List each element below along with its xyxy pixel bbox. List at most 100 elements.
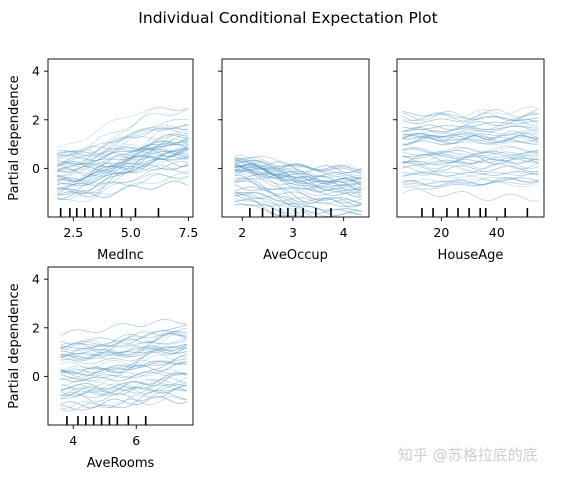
ice-line (57, 125, 189, 169)
ice-line (57, 146, 189, 161)
ice-line (60, 346, 187, 357)
ice-line (402, 134, 539, 146)
ice-line (234, 154, 362, 182)
ice-line (57, 137, 189, 182)
ice-line (60, 350, 187, 365)
ice-line (234, 165, 362, 187)
subplot-medinc: 0 2 4 2.5 5.0 7.5 MedInc Partial dependence (7, 58, 198, 263)
ice-line (402, 188, 539, 202)
axes-frame (396, 58, 545, 218)
ice-line (60, 385, 187, 397)
axes-frame (47, 58, 194, 218)
x-axis-label: HouseAge (438, 248, 504, 263)
ice-line (234, 178, 362, 215)
ice-line (60, 328, 187, 346)
x-tick-label: 40 (489, 225, 505, 240)
ice-line (60, 360, 187, 376)
ice-line (402, 130, 539, 135)
ice-line (60, 396, 187, 409)
x-tick-label: 5.0 (121, 225, 141, 240)
ice-line (234, 158, 362, 187)
ice-line (60, 349, 187, 376)
ice-line (234, 164, 362, 196)
ice-line (402, 178, 539, 187)
ice-line (60, 344, 187, 360)
ice-line (57, 148, 189, 172)
ice-line (234, 165, 362, 191)
ice-line (402, 145, 539, 154)
ice-line (60, 340, 187, 352)
ice-line (60, 371, 187, 380)
ice-line (57, 145, 189, 194)
ice-line (57, 141, 189, 157)
x-tick-label: 4 (340, 225, 348, 240)
ice-line (60, 324, 187, 349)
ice-line (402, 148, 539, 157)
ice-line (402, 158, 539, 165)
ice-line (57, 151, 189, 196)
ice-line (57, 147, 189, 182)
ice-curves (234, 154, 362, 217)
ice-line (60, 373, 187, 397)
ice-line (60, 354, 187, 383)
ice-line (57, 152, 189, 185)
ice-line (234, 180, 362, 207)
ice-line (234, 197, 362, 217)
watermark-text: 知乎 @苏格拉底的底 (398, 446, 538, 464)
ice-line (234, 200, 308, 217)
ice-line (60, 384, 187, 399)
ice-line (402, 157, 539, 165)
ice-line (60, 330, 187, 346)
ice-line (402, 132, 539, 140)
ice-line (234, 171, 362, 198)
ice-line (57, 151, 189, 171)
ice-line (60, 332, 187, 358)
ice-line (60, 344, 187, 359)
ice-line (57, 172, 189, 200)
ice-line (234, 165, 362, 195)
ice-line (402, 172, 539, 176)
ice-line (234, 191, 362, 212)
ice-line (234, 164, 362, 178)
x-axis-label: AveRooms (87, 456, 155, 471)
ice-line (57, 108, 189, 152)
ice-line (402, 133, 539, 139)
ice-line (57, 164, 189, 183)
ice-line (57, 155, 189, 191)
ice-curves (60, 319, 187, 412)
ice-line (402, 114, 539, 124)
ice-line (402, 171, 539, 177)
ice-line (57, 128, 189, 169)
ice-curves (57, 106, 189, 203)
ice-line (57, 150, 189, 166)
ice-line (402, 135, 539, 145)
ice-line (402, 160, 539, 170)
ice-line (234, 168, 362, 181)
subplot-houseage: 20 40 HouseAge (393, 58, 545, 263)
ice-line (234, 199, 296, 217)
ice-line (57, 125, 189, 158)
ice-line (402, 177, 539, 183)
ice-line (60, 384, 187, 397)
ice-line (57, 141, 189, 177)
ice-line (402, 177, 539, 187)
ice-line (402, 108, 539, 121)
ice-line (234, 160, 362, 174)
ice-line (60, 361, 187, 370)
ice-line (402, 135, 539, 141)
ice-line (60, 388, 187, 412)
x-tick-label: 3 (289, 225, 297, 240)
ice-line (60, 371, 187, 382)
x-axis-label: AveOccup (263, 248, 328, 263)
ice-line (402, 179, 539, 187)
ice-line (402, 119, 539, 134)
ice-line (60, 384, 187, 411)
ice-line (60, 377, 187, 393)
ice-line (234, 192, 362, 205)
x-tick-label: 20 (433, 225, 449, 240)
ice-line (60, 369, 187, 387)
x-axis-label: MedInc (97, 248, 144, 263)
ice-line (234, 194, 292, 217)
axes-frame (47, 266, 194, 426)
